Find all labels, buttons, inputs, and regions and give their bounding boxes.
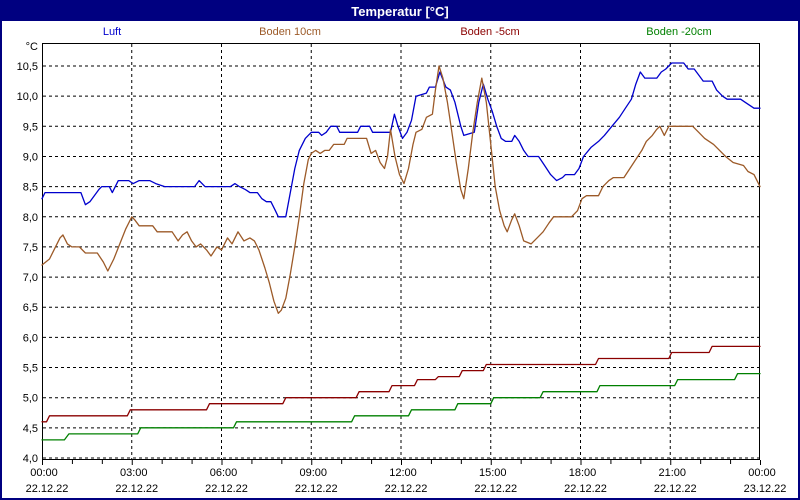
series-line-boden--5cm [41, 345, 761, 423]
legend: Luft Boden 10cm Boden -5cm Boden -20cm [2, 26, 798, 42]
x-tick-date-label: 23.12.22 [744, 483, 787, 495]
y-tick-label: 5,0 [23, 393, 38, 405]
x-tick-time-label: 00:00 [748, 467, 776, 479]
series-line-boden--20cm [41, 372, 761, 441]
legend-item-boden-10cm: Boden 10cm [259, 26, 321, 38]
plot-border [42, 43, 760, 460]
legend-item-boden-minus20cm: Boden -20cm [646, 26, 712, 38]
legend-item-boden-minus5cm: Boden -5cm [460, 26, 520, 38]
y-tick-label: 8,0 [23, 212, 38, 224]
y-tick-label: 6,0 [23, 332, 38, 344]
title-bar: Temperatur [°C] [2, 2, 798, 21]
y-tick-label: 9,5 [23, 121, 38, 133]
y-tick-label: 5,5 [23, 363, 38, 375]
y-axis-unit-label: °C [26, 41, 38, 53]
y-tick-label: 10,5 [17, 61, 38, 73]
x-tick-date-label: 22.12.22 [205, 483, 248, 495]
series-line-boden-10cm [41, 65, 761, 314]
x-tick-time-label: 12:00 [389, 467, 417, 479]
x-tick-date-label: 22.12.22 [115, 483, 158, 495]
legend-item-luft: Luft [102, 26, 122, 38]
y-tick-label: 8,5 [23, 182, 38, 194]
x-tick-time-label: 03:00 [120, 467, 148, 479]
x-tick-date-label: 22.12.22 [474, 483, 517, 495]
x-tick-date-label: 22.12.22 [385, 483, 428, 495]
x-tick-time-label: 06:00 [210, 467, 238, 479]
x-tick-time-label: 15:00 [479, 467, 507, 479]
y-tick-label: 7,0 [23, 272, 38, 284]
y-tick-label: 10,0 [17, 91, 38, 103]
window-title: Temperatur [°C] [351, 4, 449, 19]
x-tick-time-label: 09:00 [299, 467, 327, 479]
y-tick-label: 4,5 [23, 423, 38, 435]
x-tick-date-label: 22.12.22 [564, 483, 607, 495]
y-tick-label: 9,0 [23, 151, 38, 163]
series-line-luft [41, 62, 761, 218]
y-tick-label: 7,5 [23, 242, 38, 254]
y-tick-label: 6,5 [23, 302, 38, 314]
x-tick-date-label: 22.12.22 [26, 483, 69, 495]
x-tick-time-label: 18:00 [569, 467, 597, 479]
x-tick-date-label: 22.12.22 [654, 483, 697, 495]
x-tick-date-label: 22.12.22 [295, 483, 338, 495]
x-tick-time-label: 00:00 [30, 467, 58, 479]
y-tick-label: 4,0 [23, 453, 38, 465]
x-tick-time-label: 21:00 [658, 467, 686, 479]
